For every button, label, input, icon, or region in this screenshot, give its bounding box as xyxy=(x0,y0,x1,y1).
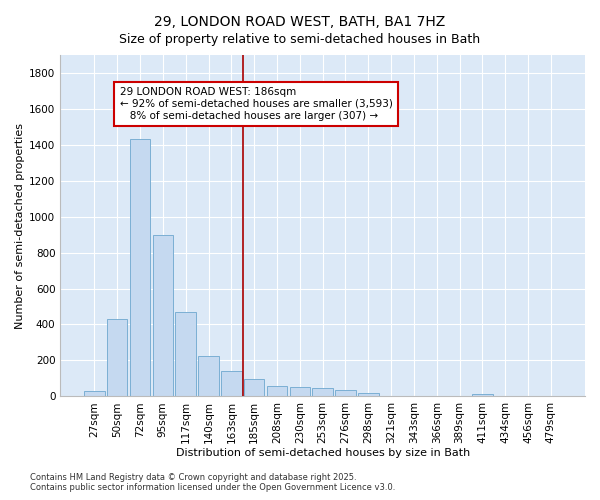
X-axis label: Distribution of semi-detached houses by size in Bath: Distribution of semi-detached houses by … xyxy=(176,448,470,458)
Y-axis label: Number of semi-detached properties: Number of semi-detached properties xyxy=(15,122,25,328)
Bar xyxy=(130,140,151,396)
Bar xyxy=(152,234,173,396)
Bar xyxy=(335,390,356,396)
Bar xyxy=(472,394,493,396)
Bar xyxy=(290,388,310,396)
Bar xyxy=(107,319,127,396)
Bar xyxy=(221,371,242,396)
Text: Contains HM Land Registry data © Crown copyright and database right 2025.
Contai: Contains HM Land Registry data © Crown c… xyxy=(30,473,395,492)
Bar xyxy=(198,356,219,397)
Bar xyxy=(84,391,104,396)
Bar xyxy=(358,393,379,396)
Text: Size of property relative to semi-detached houses in Bath: Size of property relative to semi-detach… xyxy=(119,32,481,46)
Bar xyxy=(175,312,196,396)
Bar xyxy=(244,380,265,396)
Text: 29, LONDON ROAD WEST, BATH, BA1 7HZ: 29, LONDON ROAD WEST, BATH, BA1 7HZ xyxy=(154,15,446,29)
Text: 29 LONDON ROAD WEST: 186sqm
← 92% of semi-detached houses are smaller (3,593)
  : 29 LONDON ROAD WEST: 186sqm ← 92% of sem… xyxy=(119,88,392,120)
Bar xyxy=(313,388,333,396)
Bar xyxy=(267,386,287,396)
